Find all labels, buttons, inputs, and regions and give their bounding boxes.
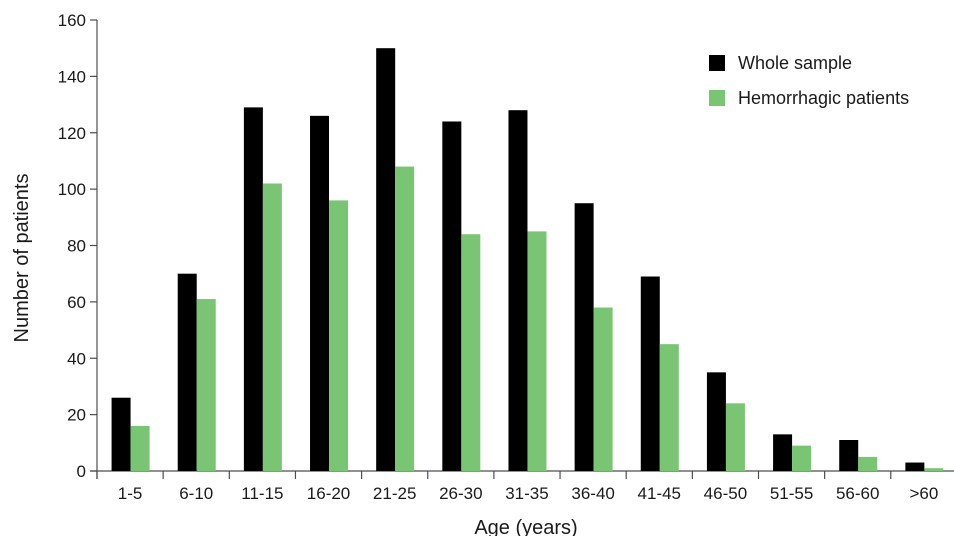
bar-hemorrhagic-patients <box>329 200 349 471</box>
legend-label: Whole sample <box>738 53 852 73</box>
y-axis: 0 20 40 60 80 100 120 140 160 <box>58 11 98 481</box>
legend: Whole sample Hemorrhagic patients <box>709 53 909 108</box>
legend-label: Hemorrhagic patients <box>738 88 909 108</box>
x-tick-label: 26-30 <box>439 484 482 503</box>
x-tick-label: 51-55 <box>770 484 813 503</box>
x-tick-label: >60 <box>909 484 938 503</box>
bar-whole-sample <box>574 203 594 471</box>
y-tick-label: 20 <box>67 406 86 425</box>
x-tick-label: 11-15 <box>241 484 283 503</box>
x-tick-label: 56-60 <box>836 484 879 503</box>
x-axis: 1-5 6-10 11-15 16-20 21-25 26-30 31-35 36-40 41-… <box>90 470 954 503</box>
legend-swatch <box>709 55 725 71</box>
bar-whole-sample <box>442 121 462 471</box>
bar-whole-sample <box>310 115 330 472</box>
bar-hemorrhagic-patients <box>659 344 679 471</box>
bar-whole-sample <box>111 397 131 471</box>
bar-hemorrhagic-patients <box>262 183 282 472</box>
bar-hemorrhagic-patients <box>792 445 812 471</box>
bar-whole-sample <box>177 273 197 471</box>
x-tick-label: 16-20 <box>307 484 350 503</box>
bar-hemorrhagic-patients <box>196 299 216 471</box>
x-tick-label: 31-35 <box>505 484 548 503</box>
bar-whole-sample <box>508 110 528 471</box>
bars <box>111 48 944 472</box>
x-axis-title: Age (years) <box>474 517 577 536</box>
bar-hemorrhagic-patients <box>130 425 150 471</box>
bar-whole-sample <box>905 462 925 471</box>
x-tick-label: 41-45 <box>638 484 681 503</box>
y-tick-label: 100 <box>58 180 86 199</box>
y-tick-label: 160 <box>58 11 86 30</box>
x-tick-label: 21-25 <box>373 484 416 503</box>
legend-swatch <box>709 90 725 106</box>
x-tick-label: 6-10 <box>179 484 213 503</box>
y-tick-label: 120 <box>58 124 86 143</box>
bar-hemorrhagic-patients <box>725 403 745 471</box>
bar-hemorrhagic-patients <box>924 468 944 471</box>
bar-whole-sample <box>773 434 793 471</box>
bar-hemorrhagic-patients <box>395 166 415 471</box>
bar-whole-sample <box>706 372 726 471</box>
bar-hemorrhagic-patients <box>858 456 878 471</box>
bar-whole-sample <box>839 439 859 471</box>
y-tick-label: 0 <box>77 462 86 481</box>
y-tick-label: 140 <box>58 67 86 86</box>
y-axis-title: Number of patients <box>11 174 33 343</box>
x-tick-label: 1-5 <box>118 484 143 503</box>
bar-hemorrhagic-patients <box>593 307 613 471</box>
bar-whole-sample <box>376 48 396 471</box>
x-tick-label: 46-50 <box>704 484 747 503</box>
y-tick-label: 40 <box>67 349 86 368</box>
bar-whole-sample <box>243 107 263 471</box>
bar-whole-sample <box>640 276 660 471</box>
y-tick-label: 60 <box>67 293 86 312</box>
bar-hemorrhagic-patients <box>461 234 481 471</box>
bar-hemorrhagic-patients <box>527 231 547 471</box>
x-tick-label: 36-40 <box>571 484 614 503</box>
y-tick-label: 80 <box>67 237 86 256</box>
